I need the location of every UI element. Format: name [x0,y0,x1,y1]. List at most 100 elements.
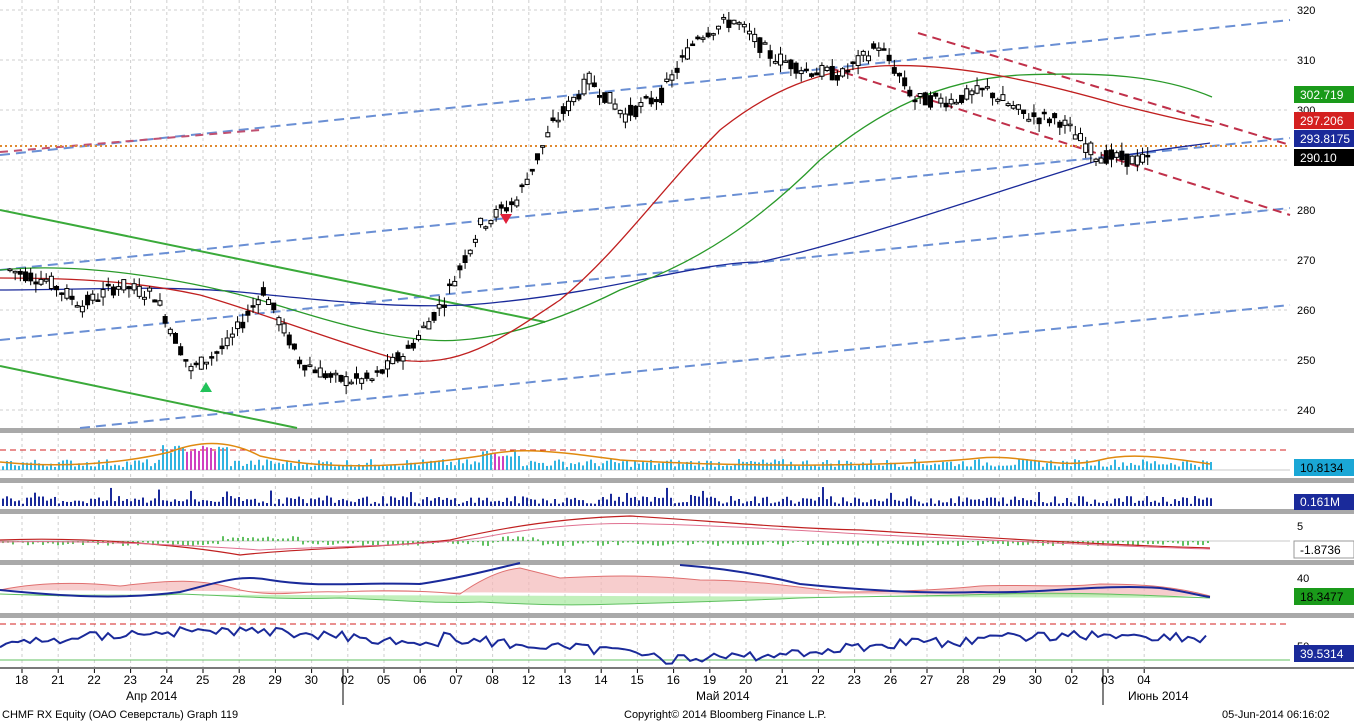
oscillator-bar [842,464,844,470]
macd-bar [987,541,989,543]
volume-bar [270,490,272,506]
candle-body [1000,94,1006,102]
macd-bar [747,541,749,546]
candle-body [457,265,463,271]
macd-bar [932,541,934,543]
volume-bar [750,501,752,506]
macd-bar [587,541,589,543]
volume-bar [862,502,864,506]
macd-bar [242,536,244,541]
oscillator-bar [874,465,876,470]
candle-body [715,25,721,30]
volume-bar [714,497,716,506]
oscillator-bar [410,462,412,470]
volume-bar [702,490,704,506]
candle-body [669,74,675,81]
macd-bar [507,536,509,541]
macd-bar [282,538,284,541]
candle-body [803,68,809,72]
volume-bar [1046,503,1048,506]
volume-bar [846,501,848,506]
macd-bar [742,541,744,545]
volume-value-text: 0.161M [1300,495,1340,509]
macd-bar [767,541,769,543]
oscillator-bar [602,463,604,470]
candle-body [291,343,297,350]
oscillator-bar [282,464,284,470]
oscillator-bar [1038,461,1040,470]
oscillator-bar [522,466,524,470]
volume-bar [326,495,328,506]
price-tick-label: 280 [1297,205,1315,217]
candle-body [235,321,241,330]
oscillator-bar [654,465,656,470]
macd-bar [672,541,674,545]
oscillator-bar [330,462,332,470]
macd-bar [162,541,164,543]
volume-bar [810,498,812,506]
oscillator-bar [542,462,544,470]
oscillator-bar [322,462,324,470]
candle-body [147,287,153,292]
candle-body [1124,153,1130,167]
candle-body [612,103,618,110]
volume-bar [1166,501,1168,506]
oscillator-bar [122,466,124,470]
oscillator-bar [742,461,744,470]
x-day-label: 04 [1137,673,1151,687]
oscillator-bar [298,459,300,470]
candle-body [255,299,261,306]
volume-bar [486,497,488,506]
oscillator-bar [446,465,448,470]
candle-body [136,285,142,297]
candle-body [23,271,29,282]
volume-bar [578,500,580,506]
macd-bar [652,541,654,546]
macd-bar [452,541,454,544]
oscillator-bar [926,465,928,470]
candle-body [524,178,530,186]
volume-bar [942,502,944,506]
candle-body [338,374,344,382]
oscillator-bar [598,466,600,470]
oscillator-bar [230,466,232,470]
trend-upper-blue [0,19,1291,156]
oscillator-bar [558,459,560,470]
oscillator-bar [1102,466,1104,470]
oscillator-bar [222,447,224,470]
volume-bar [410,492,412,506]
volume-bar [1054,496,1056,506]
oscillator-bar [626,460,628,470]
volume-bar [6,496,8,506]
candle-body [157,300,163,306]
macd-bar [287,538,289,541]
volume-bar [534,499,536,506]
oscillator-bar [954,466,956,470]
volume-bar [962,501,964,506]
volume-bar [794,503,796,506]
oscillator-bar [250,460,252,470]
volume-bar [958,496,960,506]
oscillator-bar [918,462,920,470]
oscillator-bar [810,466,812,470]
oscillator-bar [466,459,468,470]
candle-body [204,361,210,365]
oscillator-bar [730,466,732,470]
candle-body [1129,155,1135,165]
candle-body [860,50,866,56]
oscillator-bar [310,466,312,470]
candle-body [219,345,225,350]
volume-bar [954,503,956,506]
candle-body [953,101,959,105]
macd-bar [142,541,144,543]
volume-bar [1018,500,1020,506]
candle-body [581,78,587,95]
oscillator-bar [1070,466,1072,470]
oscillator-bar [74,466,76,470]
candle-body [628,104,634,116]
oscillator-bar [710,461,712,470]
volume-bar [46,500,48,506]
candle-body [1062,119,1068,126]
oscillator-bar [126,461,128,470]
volume-bar [434,498,436,506]
